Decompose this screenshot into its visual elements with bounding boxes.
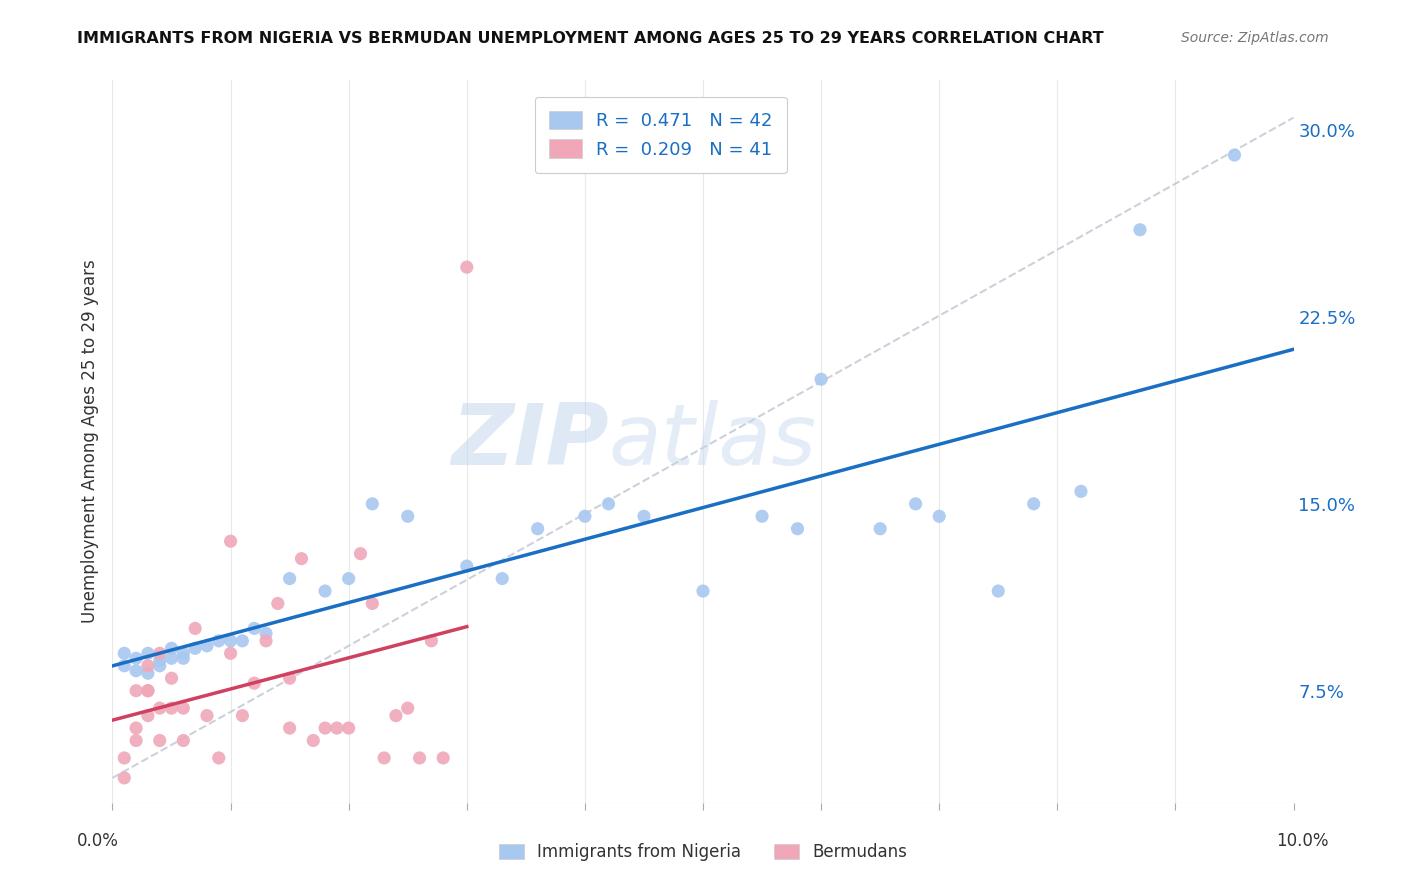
Point bbox=[526, 522, 548, 536]
Point bbox=[278, 721, 301, 735]
Point bbox=[172, 651, 194, 665]
Point bbox=[136, 708, 159, 723]
Text: atlas: atlas bbox=[609, 400, 817, 483]
Point bbox=[1129, 223, 1152, 237]
Text: ZIP: ZIP bbox=[451, 400, 609, 483]
Point bbox=[1022, 497, 1045, 511]
Point bbox=[598, 497, 620, 511]
Point bbox=[326, 721, 349, 735]
Point bbox=[136, 683, 159, 698]
Point bbox=[231, 633, 253, 648]
Text: 0.0%: 0.0% bbox=[77, 831, 120, 849]
Point bbox=[112, 658, 135, 673]
Point bbox=[195, 639, 218, 653]
Point bbox=[456, 260, 478, 274]
Text: 10.0%: 10.0% bbox=[1277, 831, 1329, 849]
Point bbox=[869, 522, 891, 536]
Point bbox=[112, 751, 135, 765]
Point bbox=[219, 534, 242, 549]
Point bbox=[254, 626, 277, 640]
Point bbox=[125, 683, 148, 698]
Point bbox=[810, 372, 832, 386]
Point bbox=[751, 509, 773, 524]
Y-axis label: Unemployment Among Ages 25 to 29 years: Unemployment Among Ages 25 to 29 years bbox=[80, 260, 98, 624]
Point bbox=[136, 646, 159, 660]
Point bbox=[1070, 484, 1092, 499]
Point bbox=[184, 621, 207, 635]
Point bbox=[184, 641, 207, 656]
Point bbox=[396, 509, 419, 524]
Point bbox=[149, 654, 172, 668]
Point bbox=[160, 651, 183, 665]
Point bbox=[136, 658, 159, 673]
Point bbox=[420, 633, 443, 648]
Point bbox=[456, 559, 478, 574]
Point bbox=[396, 701, 419, 715]
Point bbox=[385, 708, 408, 723]
Point bbox=[278, 671, 301, 685]
Point bbox=[172, 733, 194, 747]
Point bbox=[160, 641, 183, 656]
Point bbox=[302, 733, 325, 747]
Point bbox=[349, 547, 371, 561]
Point bbox=[904, 497, 927, 511]
Point bbox=[361, 597, 384, 611]
Point bbox=[491, 572, 513, 586]
Point bbox=[786, 522, 808, 536]
Point bbox=[692, 584, 714, 599]
Point bbox=[337, 721, 360, 735]
Point bbox=[219, 646, 242, 660]
Point bbox=[208, 751, 231, 765]
Point bbox=[149, 658, 172, 673]
Point bbox=[432, 751, 454, 765]
Point bbox=[314, 584, 336, 599]
Point bbox=[254, 633, 277, 648]
Legend: R =  0.471   N = 42, R =  0.209   N = 41: R = 0.471 N = 42, R = 0.209 N = 41 bbox=[534, 96, 787, 173]
Legend: Immigrants from Nigeria, Bermudans: Immigrants from Nigeria, Bermudans bbox=[492, 837, 914, 868]
Point bbox=[125, 664, 148, 678]
Point bbox=[243, 676, 266, 690]
Point bbox=[1223, 148, 1246, 162]
Point bbox=[149, 733, 172, 747]
Point bbox=[408, 751, 430, 765]
Point bbox=[314, 721, 336, 735]
Point bbox=[112, 771, 135, 785]
Point bbox=[125, 721, 148, 735]
Point bbox=[149, 701, 172, 715]
Point bbox=[172, 701, 194, 715]
Point bbox=[231, 708, 253, 723]
Point bbox=[290, 551, 312, 566]
Text: Source: ZipAtlas.com: Source: ZipAtlas.com bbox=[1181, 31, 1329, 45]
Point bbox=[136, 683, 159, 698]
Point bbox=[987, 584, 1010, 599]
Point bbox=[574, 509, 596, 524]
Point bbox=[928, 509, 950, 524]
Point bbox=[172, 646, 194, 660]
Point bbox=[125, 733, 148, 747]
Point bbox=[633, 509, 655, 524]
Point bbox=[373, 751, 395, 765]
Point bbox=[219, 633, 242, 648]
Point bbox=[136, 666, 159, 681]
Point bbox=[278, 572, 301, 586]
Point bbox=[149, 646, 172, 660]
Point bbox=[112, 646, 135, 660]
Point bbox=[160, 701, 183, 715]
Point bbox=[195, 708, 218, 723]
Point bbox=[160, 671, 183, 685]
Point bbox=[267, 597, 290, 611]
Point bbox=[337, 572, 360, 586]
Point bbox=[208, 633, 231, 648]
Text: IMMIGRANTS FROM NIGERIA VS BERMUDAN UNEMPLOYMENT AMONG AGES 25 TO 29 YEARS CORRE: IMMIGRANTS FROM NIGERIA VS BERMUDAN UNEM… bbox=[77, 31, 1104, 46]
Point bbox=[361, 497, 384, 511]
Point bbox=[125, 651, 148, 665]
Point bbox=[243, 621, 266, 635]
